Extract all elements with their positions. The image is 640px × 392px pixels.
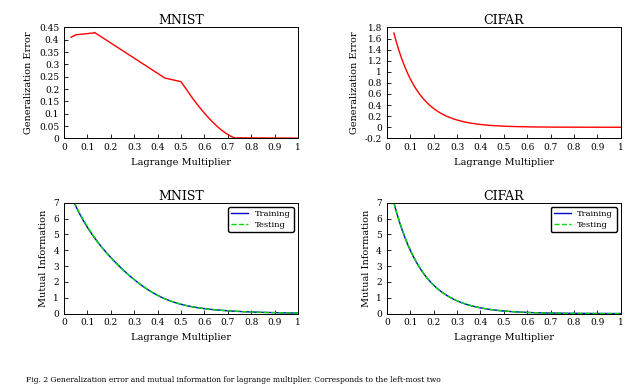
Line: Testing: Testing [71, 196, 298, 313]
Training [294, 311, 302, 316]
Testing [167, 299, 175, 303]
Training [567, 311, 575, 316]
Training [482, 307, 490, 311]
Testing [413, 261, 421, 265]
Training [167, 299, 175, 303]
Training [390, 200, 397, 205]
Testing [617, 311, 625, 316]
Y-axis label: Generalization Error: Generalization Error [350, 32, 359, 134]
Training [617, 311, 625, 316]
Testing [294, 311, 302, 316]
Testing [390, 200, 397, 205]
Title: CIFAR: CIFAR [483, 190, 524, 203]
Testing [482, 307, 490, 311]
Title: CIFAR: CIFAR [483, 15, 524, 27]
Line: Training: Training [71, 196, 298, 313]
Testing [244, 310, 252, 314]
Testing [223, 309, 230, 313]
Testing [248, 310, 256, 314]
Line: Testing: Testing [394, 203, 621, 314]
Legend: Training, Testing: Training, Testing [551, 207, 616, 232]
Training [159, 296, 166, 300]
Testing [67, 193, 75, 198]
Text: Fig. 2 Generalization error and mutual information for lagrange multiplier. Corr: Fig. 2 Generalization error and mutual i… [26, 376, 440, 384]
Line: Training: Training [394, 203, 621, 314]
Training [490, 308, 498, 312]
Training [244, 310, 252, 314]
Testing [90, 235, 98, 240]
Testing [159, 296, 166, 300]
X-axis label: Lagrange Multiplier: Lagrange Multiplier [131, 158, 231, 167]
Training [413, 261, 421, 266]
Testing [571, 311, 579, 316]
Testing [490, 308, 498, 312]
X-axis label: Lagrange Multiplier: Lagrange Multiplier [131, 333, 231, 342]
Training [223, 309, 230, 313]
Y-axis label: Mutual Information: Mutual Information [38, 209, 48, 307]
Training [571, 311, 579, 316]
Training [546, 311, 554, 316]
Training [90, 235, 98, 240]
X-axis label: Lagrange Multiplier: Lagrange Multiplier [454, 333, 554, 342]
Testing [546, 311, 554, 316]
Title: MNIST: MNIST [158, 15, 204, 27]
Training [67, 193, 75, 198]
X-axis label: Lagrange Multiplier: Lagrange Multiplier [454, 158, 554, 167]
Testing [567, 311, 575, 316]
Legend: Training, Testing: Training, Testing [228, 207, 294, 232]
Training [248, 310, 256, 314]
Y-axis label: Mutual Information: Mutual Information [362, 209, 371, 307]
Title: MNIST: MNIST [158, 190, 204, 203]
Y-axis label: Generalization Error: Generalization Error [24, 32, 33, 134]
